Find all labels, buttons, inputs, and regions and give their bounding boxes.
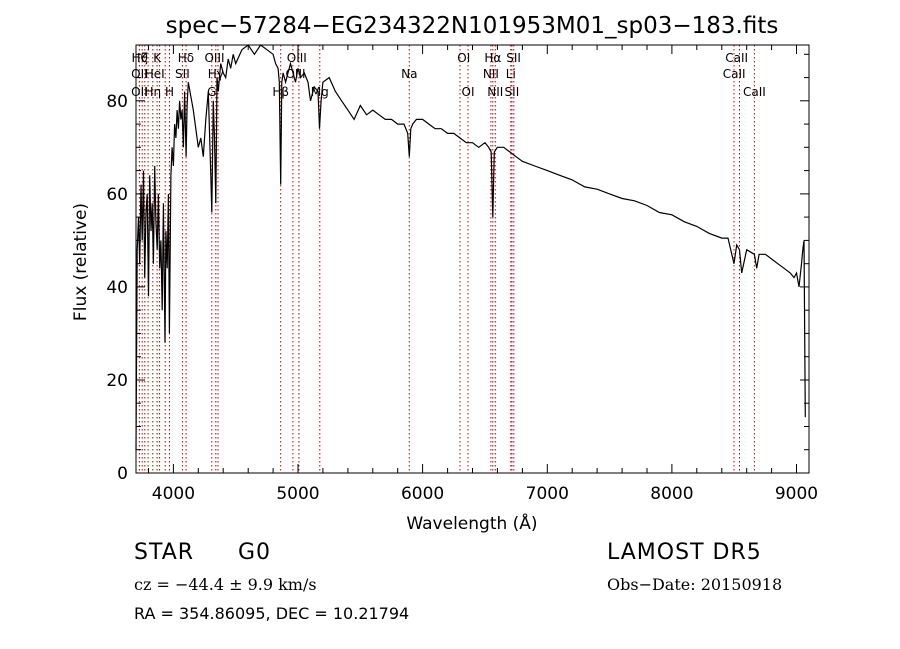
spectral-subclass: G0 xyxy=(238,540,272,565)
spectral-line-label: K xyxy=(153,51,162,65)
x-axis-label: Wavelength (Å) xyxy=(406,512,537,534)
spectral-line-label: Hγ xyxy=(208,67,224,81)
plot-frame xyxy=(135,44,810,474)
spectral-line-label: OI xyxy=(457,51,470,65)
spectral-line-label: OII xyxy=(131,67,148,81)
x-axis: 4000 5000 6000 7000 8000 9000 xyxy=(148,45,818,504)
redshift-velocity: cz = −44.4 ± 9.9 km/s xyxy=(134,575,317,594)
spectral-line-label: NII xyxy=(487,85,503,99)
object-type: STAR xyxy=(134,540,195,565)
y-tick-label: 0 xyxy=(117,464,128,484)
x-tick-label: 5000 xyxy=(276,484,319,504)
spectrum-series-line xyxy=(135,44,806,450)
spectral-line-label: Hβ xyxy=(272,85,289,99)
spectral-line-label: H xyxy=(165,85,174,99)
y-tick-label: 40 xyxy=(106,278,128,298)
spectral-line-markers xyxy=(138,45,755,473)
spectral-line-label: CaII xyxy=(723,67,746,81)
spectral-line-label: OI xyxy=(462,85,475,99)
spectral-line-label: OIII xyxy=(204,51,224,65)
spectral-line-label: OIII xyxy=(287,51,307,65)
y-tick-label: 80 xyxy=(106,92,128,112)
x-tick-label: 6000 xyxy=(401,484,444,504)
spectral-line-label: Hα xyxy=(484,51,501,65)
chart-title: spec−57284−EG234322N101953M01_sp03−183.f… xyxy=(166,13,779,39)
survey-name: LAMOST DR5 xyxy=(607,540,762,565)
spectral-line-label: Hη xyxy=(144,85,161,99)
spectral-line-label: CaII xyxy=(725,51,748,65)
spectral-line-label: NII xyxy=(483,67,499,81)
y-tick-label: 60 xyxy=(106,185,128,205)
spectral-line-label: SII xyxy=(175,67,190,81)
spectral-line-label: Mg xyxy=(311,85,329,99)
x-tick-label: 8000 xyxy=(650,484,693,504)
y-tick-label: 20 xyxy=(106,371,128,391)
x-tick-label: 4000 xyxy=(152,484,195,504)
x-tick-label: 9000 xyxy=(775,484,818,504)
spectral-line-label: SII xyxy=(505,85,520,99)
spectral-line-label: Hδ xyxy=(178,51,194,65)
y-axis: 0 20 40 60 80 xyxy=(106,53,809,484)
spectral-line-label: OII xyxy=(131,85,148,99)
spectral-line-label: Na xyxy=(401,67,417,81)
spectral-line-label: ζ xyxy=(141,51,148,65)
y-axis-label: Flux (relative) xyxy=(71,203,91,321)
spectral-line-label: HeI xyxy=(145,67,165,81)
spectral-line-label: Li xyxy=(506,67,516,81)
coordinates: RA = 354.86095, DEC = 10.21794 xyxy=(134,604,410,623)
spectral-line-label: CaII xyxy=(743,85,766,99)
spectral-line-label: G xyxy=(207,85,216,99)
observation-date: Obs−Date: 20150918 xyxy=(607,575,783,594)
spectral-line-label: SII xyxy=(506,51,521,65)
x-tick-label: 7000 xyxy=(526,484,569,504)
